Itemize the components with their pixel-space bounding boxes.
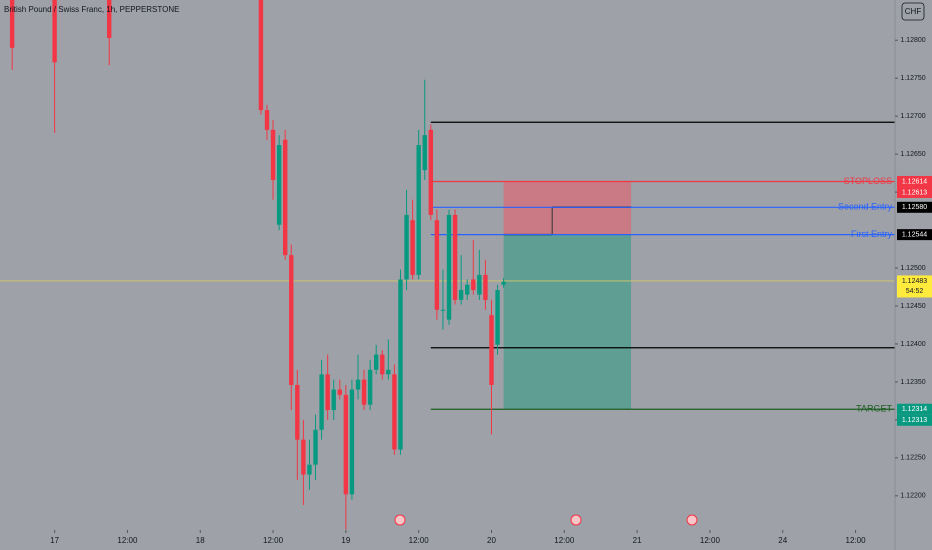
countdown: 54:52 — [906, 288, 924, 295]
x-tick-label: 12:00 — [117, 536, 138, 545]
candle-body — [434, 220, 440, 310]
candle-body — [276, 145, 282, 225]
price-label: 1.12613 — [902, 189, 927, 196]
candle-body — [471, 279, 476, 291]
candle-body — [282, 139, 288, 256]
candle-body — [367, 369, 373, 405]
candle-body — [452, 214, 458, 300]
candle-body — [258, 0, 264, 111]
candle-body — [319, 374, 324, 430]
candle-body — [325, 374, 330, 411]
price-label-box — [897, 201, 932, 213]
level-label: First Entry — [851, 229, 893, 239]
price-label-box — [897, 275, 932, 298]
candle-body — [343, 394, 349, 495]
event-icon[interactable] — [394, 514, 406, 526]
candle-body — [9, 0, 15, 48]
candle-body — [477, 274, 482, 295]
stop-zone — [503, 181, 632, 235]
y-tick-label: 1.12400 — [900, 341, 925, 348]
price-label: 1.12314 — [902, 406, 927, 413]
plot-area: STOPLOSS Second Entry First Entry TARGET — [0, 0, 895, 530]
event-icon[interactable] — [686, 514, 698, 526]
y-tick-label: 1.12800 — [900, 37, 925, 44]
candle-body — [374, 354, 379, 370]
candle-body — [289, 255, 294, 385]
chart-title: British Pound / Swiss Franc, 1h, PEPPERS… — [4, 5, 179, 14]
x-tick-label: 19 — [341, 536, 350, 545]
level-label: TARGET — [856, 404, 892, 414]
x-tick-label: 21 — [633, 536, 642, 545]
x-tick-label: 18 — [196, 536, 205, 545]
candle-body — [465, 284, 470, 295]
candle-body — [301, 439, 306, 475]
y-tick-label: 1.12450 — [900, 303, 925, 310]
event-icons — [394, 514, 698, 526]
candle-body — [307, 464, 312, 475]
candle-body — [52, 0, 57, 63]
y-tick-label: 1.12700 — [900, 113, 925, 120]
candle-body — [446, 214, 452, 320]
price-label-box — [897, 403, 932, 415]
candle-body — [337, 389, 342, 395]
price-label-box — [897, 175, 932, 187]
candle-body — [440, 309, 446, 311]
candle-body — [489, 315, 494, 385]
candle-body — [295, 384, 300, 440]
y-tick-label: 1.12750 — [900, 75, 925, 82]
candle-body — [392, 374, 397, 450]
candle-body — [380, 354, 385, 375]
candle-body — [404, 214, 409, 280]
price-label: 1.12544 — [902, 231, 927, 238]
price-label: 1.12313 — [902, 417, 927, 424]
event-icon[interactable] — [570, 514, 582, 526]
price-label: 1.12483 — [902, 278, 927, 285]
candle-body — [428, 129, 434, 215]
candle-body — [501, 281, 506, 285]
candle-body — [331, 389, 336, 411]
x-tick-label: 12:00 — [409, 536, 430, 545]
candle-body — [398, 279, 403, 450]
y-tick-label: 1.12250 — [900, 455, 925, 462]
y-tick-label: 1.12350 — [900, 379, 925, 386]
candle-body — [422, 135, 427, 171]
candle-body — [483, 274, 488, 300]
candle-body — [416, 145, 421, 275]
x-tick-label: 24 — [778, 536, 787, 545]
price-label: 1.12580 — [902, 204, 927, 211]
x-tick-label: 12:00 — [554, 536, 575, 545]
candle-body — [264, 110, 270, 130]
x-tick-label: 12:00 — [263, 536, 284, 545]
x-tick-label: 17 — [50, 536, 59, 545]
candle-body — [349, 389, 355, 495]
price-label-box — [897, 414, 932, 426]
x-tick-label: 20 — [487, 536, 496, 545]
candle-body — [495, 290, 500, 345]
candle-body — [361, 379, 367, 405]
y-tick-label: 1.12200 — [900, 493, 925, 500]
level-label: STOPLOSS — [844, 176, 892, 186]
candle-body — [386, 369, 391, 375]
currency-button[interactable] — [901, 2, 925, 21]
price-label-box — [897, 229, 932, 241]
candle-body — [410, 220, 415, 275]
candle-body — [458, 290, 464, 300]
candle-body — [107, 0, 112, 38]
candle-body — [270, 129, 276, 180]
currency-label[interactable]: CHF — [905, 7, 922, 16]
x-tick-label: 12:00 — [700, 536, 721, 545]
profit-zone — [503, 234, 632, 410]
candle-body — [313, 429, 318, 465]
price-label-box — [897, 186, 932, 198]
y-tick-label: 1.12650 — [900, 151, 925, 158]
level-label: Second Entry — [838, 202, 893, 212]
candle-body — [355, 379, 361, 390]
y-tick-label: 1.12500 — [900, 265, 925, 272]
price-label: 1.12614 — [902, 178, 927, 185]
x-tick-label: 12:00 — [846, 536, 867, 545]
